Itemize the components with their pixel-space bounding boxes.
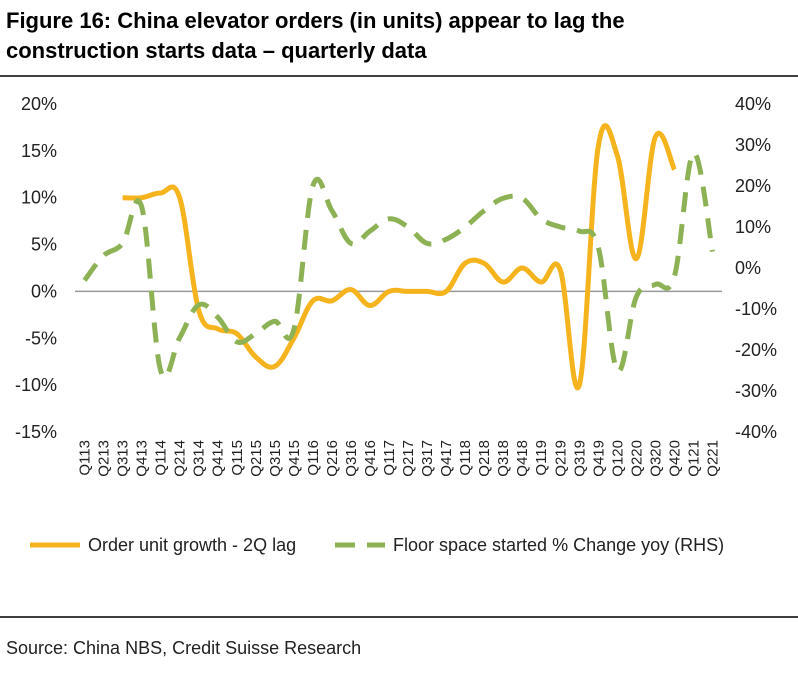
y2-tick-label: 10% bbox=[735, 217, 771, 237]
x-tick-label: Q416 bbox=[362, 440, 379, 477]
x-tick-label: Q215 bbox=[248, 440, 265, 477]
y-tick-label: -10% bbox=[15, 375, 57, 395]
x-tick-label: Q418 bbox=[514, 440, 531, 477]
source: Source: China NBS, Credit Suisse Researc… bbox=[6, 638, 361, 658]
x-tick-label: Q414 bbox=[210, 440, 227, 477]
x-tick-label: Q216 bbox=[324, 440, 341, 477]
chart-title: Figure 16: China elevator orders (in uni… bbox=[6, 8, 625, 63]
y-tick-label: 15% bbox=[21, 141, 57, 161]
x-tick-label: Q121 bbox=[685, 440, 702, 477]
x-tick-label: Q316 bbox=[343, 440, 360, 477]
x-tick-label: Q220 bbox=[628, 440, 645, 477]
x-tick-label: Q117 bbox=[381, 440, 398, 476]
legend-label: Floor space started % Change yoy (RHS) bbox=[393, 535, 724, 555]
y-tick-label: -15% bbox=[15, 422, 57, 442]
y2-tick-label: -10% bbox=[735, 299, 777, 319]
x-tick-label: Q214 bbox=[172, 440, 189, 477]
y2-tick-label: 40% bbox=[735, 94, 771, 114]
series-line bbox=[122, 123, 677, 391]
x-tick-label: Q119 bbox=[533, 440, 550, 476]
y2-tick-label: 0% bbox=[735, 258, 761, 278]
x-tick-label: Q115 bbox=[229, 440, 246, 476]
x-tick-label: Q217 bbox=[400, 440, 417, 477]
x-tick-label: Q313 bbox=[115, 440, 132, 477]
x-tick-label: Q221 bbox=[704, 440, 721, 477]
x-tick-label: Q213 bbox=[96, 440, 113, 477]
x-tick-label: Q420 bbox=[666, 440, 683, 477]
x-tick-label: Q218 bbox=[476, 440, 493, 477]
y2-tick-label: 30% bbox=[735, 135, 771, 155]
x-tick-label: Q317 bbox=[419, 440, 436, 477]
y2-tick-label: -30% bbox=[735, 381, 777, 401]
x-tick-label: Q419 bbox=[590, 440, 607, 477]
x-tick-label: Q319 bbox=[571, 440, 588, 477]
x-tick-label: Q415 bbox=[286, 440, 303, 477]
legend-label: Order unit growth - 2Q lag bbox=[88, 535, 296, 555]
y-tick-label: 5% bbox=[31, 235, 57, 255]
y2-tick-label: 20% bbox=[735, 176, 771, 196]
y-tick-label: 10% bbox=[21, 188, 57, 208]
x-tick-label: Q417 bbox=[438, 440, 455, 477]
y-tick-label: -5% bbox=[25, 328, 57, 348]
x-tick-label: Q116 bbox=[305, 440, 322, 476]
x-tick-label: Q315 bbox=[267, 440, 284, 477]
x-tick-label: Q118 bbox=[457, 440, 474, 476]
x-tick-label: Q413 bbox=[134, 440, 151, 477]
x-tick-label: Q219 bbox=[552, 440, 569, 477]
y-tick-label: 0% bbox=[31, 281, 57, 301]
y2-tick-label: -40% bbox=[735, 422, 777, 442]
x-tick-label: Q114 bbox=[153, 440, 170, 476]
y2-tick-label: -20% bbox=[735, 340, 777, 360]
x-tick-label: Q318 bbox=[495, 440, 512, 477]
series-line bbox=[82, 150, 715, 380]
x-tick-label: Q120 bbox=[609, 440, 626, 477]
x-tick-label: Q314 bbox=[191, 440, 208, 477]
y-tick-label: 20% bbox=[21, 94, 57, 114]
x-tick-label: Q320 bbox=[647, 440, 664, 477]
x-tick-label: Q113 bbox=[77, 440, 94, 476]
